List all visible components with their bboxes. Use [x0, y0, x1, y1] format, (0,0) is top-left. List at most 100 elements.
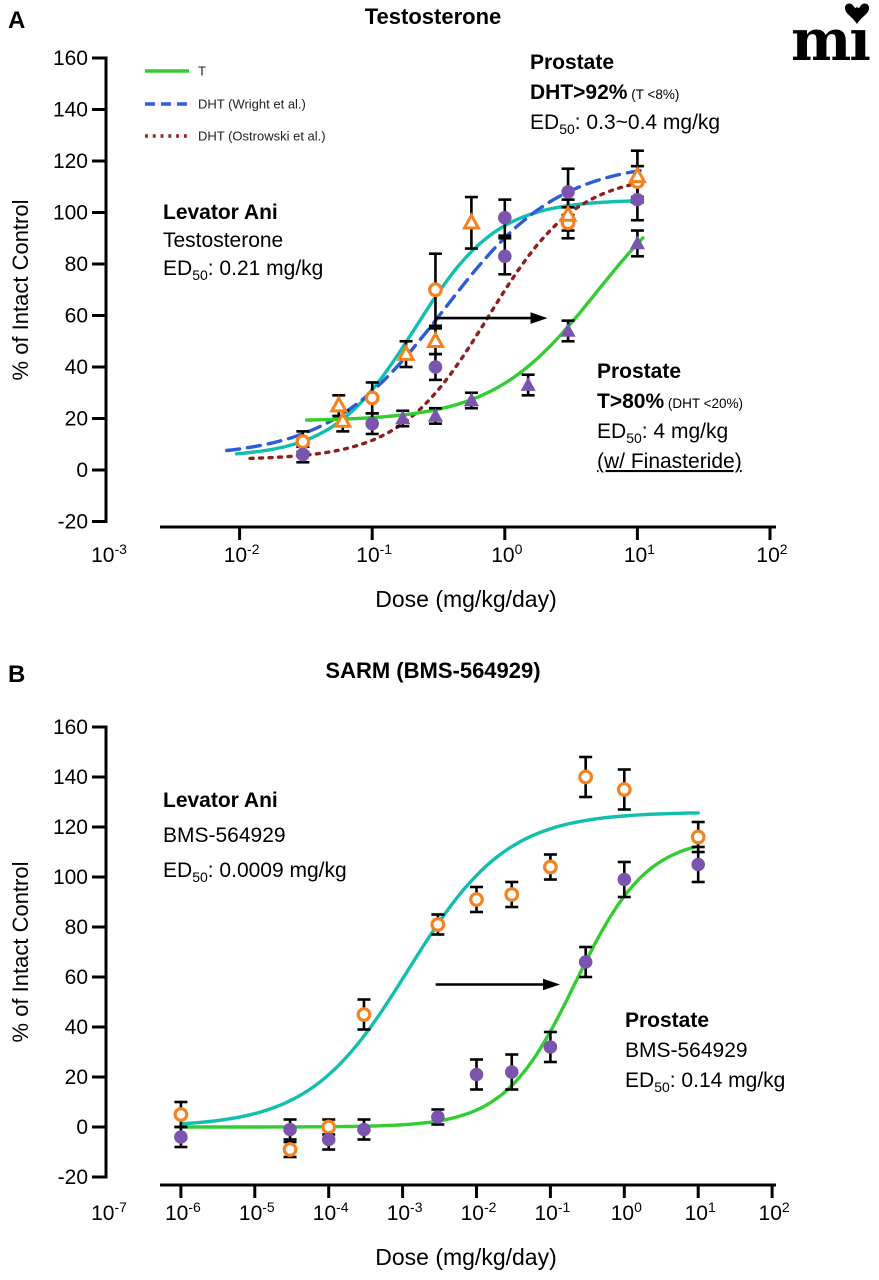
y-tick-label: 120 — [53, 150, 88, 173]
x-axis-title: Dose (mg/kg/day) — [375, 1244, 557, 1270]
point-prostate-testosterone-finasteride — [427, 407, 444, 422]
point-prostate-testosterone — [561, 185, 575, 199]
y-tick-label: 80 — [65, 916, 88, 939]
point-levator-ani-bms564929 — [504, 887, 520, 902]
point-levator-ani-bms564929 — [430, 917, 446, 932]
point-prostate-bms564929 — [174, 1130, 188, 1144]
x-tick-label: 10-5 — [239, 1199, 275, 1225]
y-tick-label: 20 — [65, 408, 88, 431]
x-tick-label: 100 — [611, 1199, 642, 1225]
point-levator-ani-testosterone — [428, 282, 443, 298]
point-prostate-testosterone — [630, 192, 645, 207]
x-tick-label: 10-1 — [534, 1199, 570, 1225]
x-tick-label: 10-6 — [165, 1199, 201, 1225]
mi-logo-mark-icon — [845, 3, 869, 25]
panel-A: A Testosterone -20 0 20 40 60 80 100 120 140 160 % o… — [8, 4, 788, 612]
point-levator-ani-bms564929 — [578, 769, 594, 785]
curve-prostate-fit — [179, 844, 700, 1129]
y-tick-label: 120 — [53, 816, 88, 839]
legend-label: T — [198, 64, 206, 79]
point-levator-ani-testosterone-finasteride — [627, 165, 647, 184]
x-tick-label: 102 — [759, 1199, 790, 1225]
point-prostate-testosterone — [365, 416, 380, 431]
point-prostate-testosterone-finasteride — [629, 235, 645, 250]
y-tick-label: 100 — [53, 866, 88, 889]
y-axis-title: % of Intact Control — [8, 862, 33, 1043]
point-levator-ani-testosterone-finasteride — [425, 330, 446, 348]
point-prostate-testosterone — [498, 210, 512, 225]
annotation-line: ED50: 0.0009 mg/kg — [163, 859, 347, 885]
panel-label: A — [8, 7, 25, 34]
point-levator-ani-testosterone-finasteride — [461, 212, 481, 230]
point-levator-ani-bms564929 — [173, 1107, 189, 1122]
annotation-line: Prostate — [625, 1009, 709, 1032]
shift-arrow-head — [530, 312, 548, 324]
y-tick-label: 100 — [53, 202, 88, 225]
point-prostate-testosterone-finasteride — [395, 410, 411, 425]
point-levator-ani-testosterone — [295, 434, 311, 450]
y-tick-label: 80 — [65, 253, 88, 276]
point-levator-ani-testosterone-finasteride — [558, 204, 578, 222]
point-prostate-bms564929 — [321, 1132, 336, 1147]
y-tick-label: 0 — [76, 459, 88, 482]
annotation-line: ED50: 0.21 mg/kg — [163, 257, 323, 283]
annotation-levator-ani-ed50-note: Levator Ani BMS-564929 ED50: 0.0009 mg/kg — [163, 789, 347, 885]
x-tick-label: 10-4 — [313, 1199, 349, 1225]
point-levator-ani-bms564929 — [321, 1119, 337, 1135]
point-prostate-bms564929 — [431, 1110, 445, 1124]
point-levator-ani-testosterone-finasteride — [333, 410, 353, 428]
legend-label: DHT (Ostrowski et al.) — [198, 129, 326, 144]
panel-label: B — [8, 661, 25, 688]
point-levator-ani-testosterone-finasteride — [329, 395, 349, 413]
x-tick-label: 10-3 — [91, 541, 127, 567]
point-levator-ani-bms564929 — [469, 892, 484, 907]
y-tick-label: 60 — [65, 305, 88, 328]
annotation-line: Prostate — [597, 360, 681, 383]
y-tick-label: 40 — [65, 1016, 88, 1039]
x-tick-label: 10-2 — [224, 541, 260, 567]
mi-logo: mı — [791, 3, 872, 74]
y-axis-title: % of Intact Control — [8, 200, 33, 381]
x-tick-label: 10-7 — [91, 1199, 127, 1225]
annotation-line: (w/ Finasteride) — [597, 450, 742, 473]
point-prostate-testosterone — [428, 360, 443, 374]
x-axis-title: Dose (mg/kg/day) — [375, 586, 557, 612]
panel-B: B SARM (BMS-564929) -20 0 20 40 60 80 100 120 140 1… — [8, 658, 790, 1270]
point-prostate-bms564929 — [543, 1040, 558, 1054]
y-tick-label: -20 — [58, 511, 88, 534]
y-tick-label: 40 — [65, 356, 88, 379]
point-prostate-testosterone — [498, 249, 512, 264]
point-prostate-testosterone-finasteride — [463, 392, 480, 407]
annotation-line: Testosterone — [163, 229, 283, 252]
annotation-levator-ani-ed50-note: Levator Ani Testosterone ED50: 0.21 mg/kg — [163, 201, 323, 283]
x-tick-label: 10-1 — [356, 541, 392, 567]
point-levator-ani-bms564929 — [356, 1007, 372, 1022]
annotation-line: ED50: 0.3~0.4 mg/kg — [530, 111, 720, 137]
point-prostate-testosterone-finasteride — [520, 377, 536, 391]
annotation-line: ED50: 0.14 mg/kg — [625, 1069, 785, 1095]
point-levator-ani-bms564929 — [282, 1142, 298, 1157]
y-tick-label: 160 — [53, 716, 88, 739]
y-tick-label: 60 — [65, 966, 88, 989]
annotation-line: BMS-564929 — [163, 824, 286, 847]
chart-title: SARM (BMS-564929) — [325, 658, 540, 683]
legend: T DHT (Wright et al.) DHT (Ostrowski et al… — [145, 64, 326, 144]
legend-label: DHT (Wright et al.) — [198, 97, 306, 112]
y-tick-label: 140 — [53, 99, 88, 122]
annotation-line: DHT>92% (T <8%) — [530, 81, 679, 104]
x-tick-label: 100 — [491, 541, 522, 567]
annotation-line: Levator Ani — [163, 789, 278, 812]
annotation-line: Prostate — [530, 51, 614, 74]
x-tick-label: 102 — [756, 541, 787, 567]
annotation-prostate-t-ed50-note: Prostate T>80% (DHT <20%) ED50: 4 mg/kg (w/… — [597, 360, 743, 473]
chart-title: Testosterone — [365, 4, 502, 29]
x-tick-label: 101 — [624, 541, 655, 567]
annotation-line: Levator Ani — [163, 201, 278, 224]
annotation-prostate-dht-ed50-note: Prostate DHT>92% (T <8%) ED50: 0.3~0.4 mg/… — [530, 51, 720, 137]
y-tick-label: 140 — [53, 766, 88, 789]
x-tick-label: 10-2 — [461, 1199, 497, 1225]
point-prostate-bms564929 — [691, 857, 705, 872]
shift-arrow — [435, 312, 548, 324]
